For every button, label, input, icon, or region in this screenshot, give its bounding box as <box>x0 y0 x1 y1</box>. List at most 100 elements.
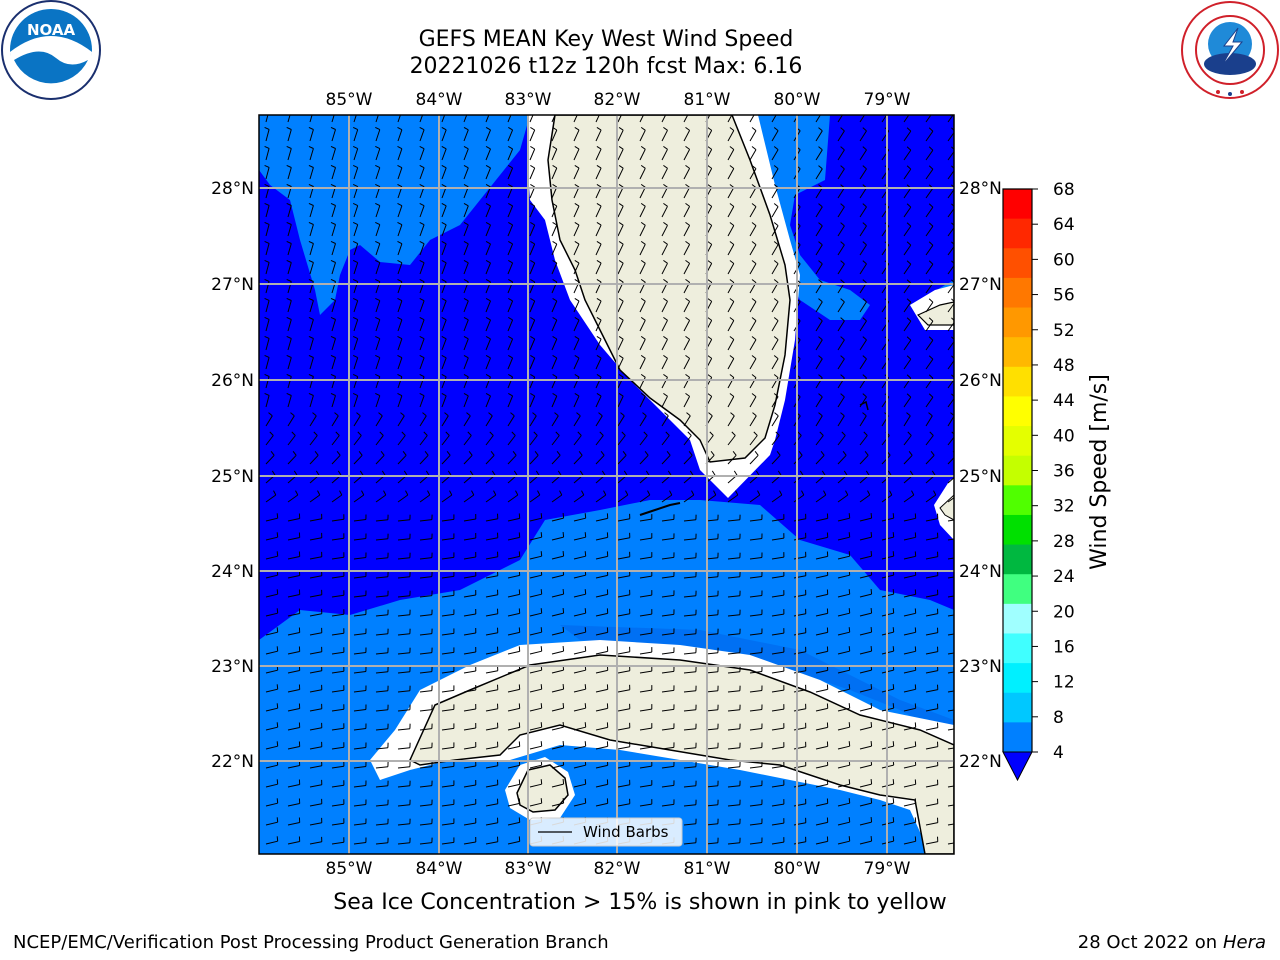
wind-barb <box>551 316 558 332</box>
wind-barb <box>947 115 954 123</box>
wind-barb <box>749 837 763 845</box>
wind-barb <box>749 222 757 237</box>
bahamas-land <box>916 301 954 326</box>
wind-barb <box>485 589 499 598</box>
wind-barb <box>661 431 670 446</box>
wind-barb <box>264 164 270 180</box>
wind-barb <box>903 203 912 218</box>
wind-barb <box>375 533 389 541</box>
wind-barb <box>573 145 580 161</box>
wind-barb <box>507 741 521 750</box>
colorbar-segment <box>1003 574 1032 605</box>
wind-barb <box>837 627 851 636</box>
wind-barb <box>507 316 514 332</box>
wind-barb <box>925 355 934 370</box>
wind-barb <box>661 571 675 579</box>
wind-barb <box>419 412 427 427</box>
wind-barb <box>925 127 934 142</box>
colorbar-segment <box>1003 455 1032 486</box>
wind-barb <box>595 221 602 237</box>
wind-barb <box>485 202 491 218</box>
wind-barb <box>397 685 411 693</box>
wind-barb <box>485 627 499 636</box>
wind-barb <box>551 145 558 161</box>
wind-barb <box>749 571 763 579</box>
wind-barb <box>286 335 292 351</box>
wind-barb <box>419 742 433 750</box>
wind-barb <box>683 126 691 142</box>
colorbar-tick-label: 40 <box>1053 426 1075 446</box>
wind-barb <box>815 817 829 826</box>
wind-barb <box>375 761 389 769</box>
map-plot-area: Wind Barbs 85°W 84°W 83°W 82°W 81°W 80°W 79°W … <box>211 90 1002 879</box>
wind-barb <box>837 551 851 560</box>
wind-barb <box>639 202 646 218</box>
wind-barb <box>925 241 934 256</box>
date-text: 28 Oct 2022 on <box>1077 932 1223 953</box>
wind-barb <box>749 115 755 123</box>
wind-barb <box>507 297 514 313</box>
wind-barb <box>441 354 447 370</box>
wind-barb <box>529 551 543 560</box>
wind-barb <box>903 431 912 446</box>
wind-barb <box>661 145 668 161</box>
wind-barb <box>793 741 807 750</box>
wind-barb <box>551 202 558 218</box>
wind-barb <box>529 240 536 256</box>
wind-barb <box>463 450 473 465</box>
wind-barb <box>661 799 675 807</box>
wind-barb <box>309 741 323 750</box>
colorbar-tick-label: 28 <box>1053 532 1075 552</box>
wind-barb <box>441 799 455 807</box>
wind-barb <box>815 203 823 218</box>
wind-barb <box>353 647 367 655</box>
wind-barb <box>573 126 580 142</box>
wind-barb <box>330 297 336 313</box>
wind-barb <box>507 373 514 389</box>
wind-barb <box>397 552 411 560</box>
wind-barb <box>551 240 558 256</box>
wind-barb <box>353 799 367 807</box>
wind-barb <box>485 836 499 845</box>
wind-barb <box>529 202 536 218</box>
wind-barb <box>617 221 624 237</box>
wind-barb <box>617 722 631 731</box>
wind-barb <box>573 722 587 731</box>
wind-barb <box>397 666 411 674</box>
wind-barb <box>308 164 314 180</box>
wind-barb <box>286 126 292 142</box>
wind-barb <box>353 609 367 617</box>
lat-label-left: 23°N <box>211 657 254 677</box>
wind-barb <box>397 412 405 427</box>
wind-barb <box>397 799 411 807</box>
wind-barb <box>419 431 428 446</box>
wind-barb <box>903 298 912 313</box>
wind-barb <box>683 240 691 256</box>
wind-barb <box>485 373 491 389</box>
wind-barb <box>529 684 543 693</box>
wind-barb <box>859 703 873 712</box>
colorbar-tick-label: 4 <box>1053 743 1064 763</box>
wind-barb <box>331 609 345 617</box>
colorbar-segment <box>1003 485 1032 516</box>
wind-barb <box>353 552 367 560</box>
wind-barb <box>573 240 580 256</box>
wind-barb <box>793 490 805 503</box>
wind-barb <box>264 354 270 370</box>
wind-barb <box>463 297 469 313</box>
wind-barb <box>837 115 844 123</box>
wind-barb <box>881 115 888 123</box>
wind-barb <box>441 221 447 237</box>
wind-barb <box>771 799 785 807</box>
wind-barb <box>639 354 646 370</box>
wind-barb <box>595 431 604 446</box>
wind-barb <box>595 532 609 541</box>
wind-barb <box>749 431 758 446</box>
wind-barb <box>265 608 279 617</box>
wind-barb <box>352 221 359 237</box>
wind-barb <box>683 221 691 237</box>
wind-barb <box>837 490 849 503</box>
wind-barb <box>837 241 845 256</box>
wind-barb <box>441 685 455 693</box>
wind-barb <box>353 571 367 579</box>
